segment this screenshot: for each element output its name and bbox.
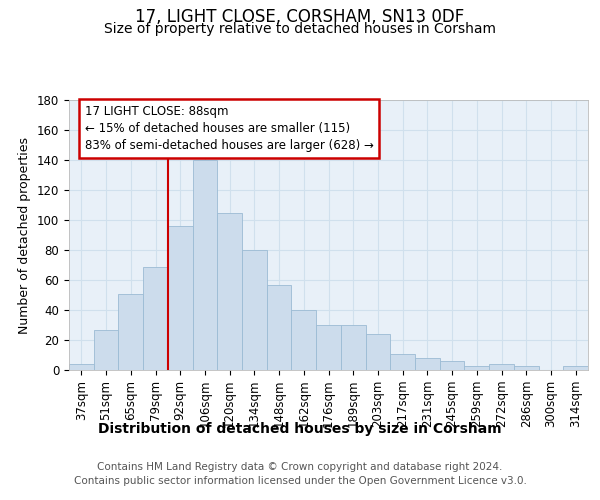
Bar <box>440 361 464 370</box>
Bar <box>563 366 588 370</box>
Text: Distribution of detached houses by size in Corsham: Distribution of detached houses by size … <box>98 422 502 436</box>
Y-axis label: Number of detached properties: Number of detached properties <box>19 136 31 334</box>
Bar <box>514 366 539 370</box>
Text: 17 LIGHT CLOSE: 88sqm
← 15% of detached houses are smaller (115)
83% of semi-det: 17 LIGHT CLOSE: 88sqm ← 15% of detached … <box>85 106 373 152</box>
Bar <box>267 284 292 370</box>
Bar <box>242 250 267 370</box>
Text: 17, LIGHT CLOSE, CORSHAM, SN13 0DF: 17, LIGHT CLOSE, CORSHAM, SN13 0DF <box>136 8 464 26</box>
Bar <box>415 358 440 370</box>
Text: Contains HM Land Registry data © Crown copyright and database right 2024.: Contains HM Land Registry data © Crown c… <box>97 462 503 472</box>
Bar <box>489 364 514 370</box>
Bar <box>143 266 168 370</box>
Bar <box>94 330 118 370</box>
Bar <box>118 294 143 370</box>
Bar <box>69 364 94 370</box>
Bar <box>390 354 415 370</box>
Bar <box>365 334 390 370</box>
Bar <box>341 325 365 370</box>
Bar <box>193 160 217 370</box>
Bar <box>168 226 193 370</box>
Bar <box>217 212 242 370</box>
Bar <box>464 366 489 370</box>
Text: Size of property relative to detached houses in Corsham: Size of property relative to detached ho… <box>104 22 496 36</box>
Text: Contains public sector information licensed under the Open Government Licence v3: Contains public sector information licen… <box>74 476 526 486</box>
Bar <box>316 325 341 370</box>
Bar <box>292 310 316 370</box>
